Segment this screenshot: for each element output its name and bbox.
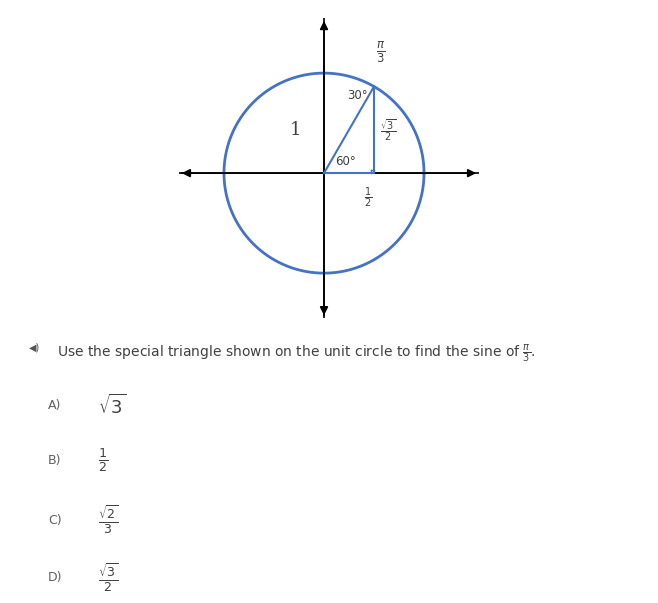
Text: $\frac{\pi}{3}$: $\frac{\pi}{3}$ <box>376 40 386 65</box>
Text: B): B) <box>48 453 61 467</box>
Text: $\frac{\sqrt{3}}{2}$: $\frac{\sqrt{3}}{2}$ <box>380 117 396 143</box>
Text: A): A) <box>48 399 61 412</box>
Text: ◀): ◀) <box>29 343 40 353</box>
Text: D): D) <box>48 571 63 584</box>
Text: $\frac{1}{2}$: $\frac{1}{2}$ <box>99 446 109 474</box>
Text: C): C) <box>48 514 62 526</box>
Text: 1: 1 <box>290 121 302 139</box>
Text: $\frac{1}{2}$: $\frac{1}{2}$ <box>364 186 372 210</box>
Text: $\frac{\sqrt{2}}{3}$: $\frac{\sqrt{2}}{3}$ <box>99 504 119 537</box>
Text: 60°: 60° <box>335 154 356 168</box>
Text: Use the special triangle shown on the unit circle to find the sine of $\frac{\pi: Use the special triangle shown on the un… <box>57 343 536 364</box>
Text: 30°: 30° <box>347 89 368 102</box>
Text: $\sqrt{3}$: $\sqrt{3}$ <box>99 393 127 417</box>
Text: $\frac{\sqrt{3}}{2}$: $\frac{\sqrt{3}}{2}$ <box>99 561 119 594</box>
